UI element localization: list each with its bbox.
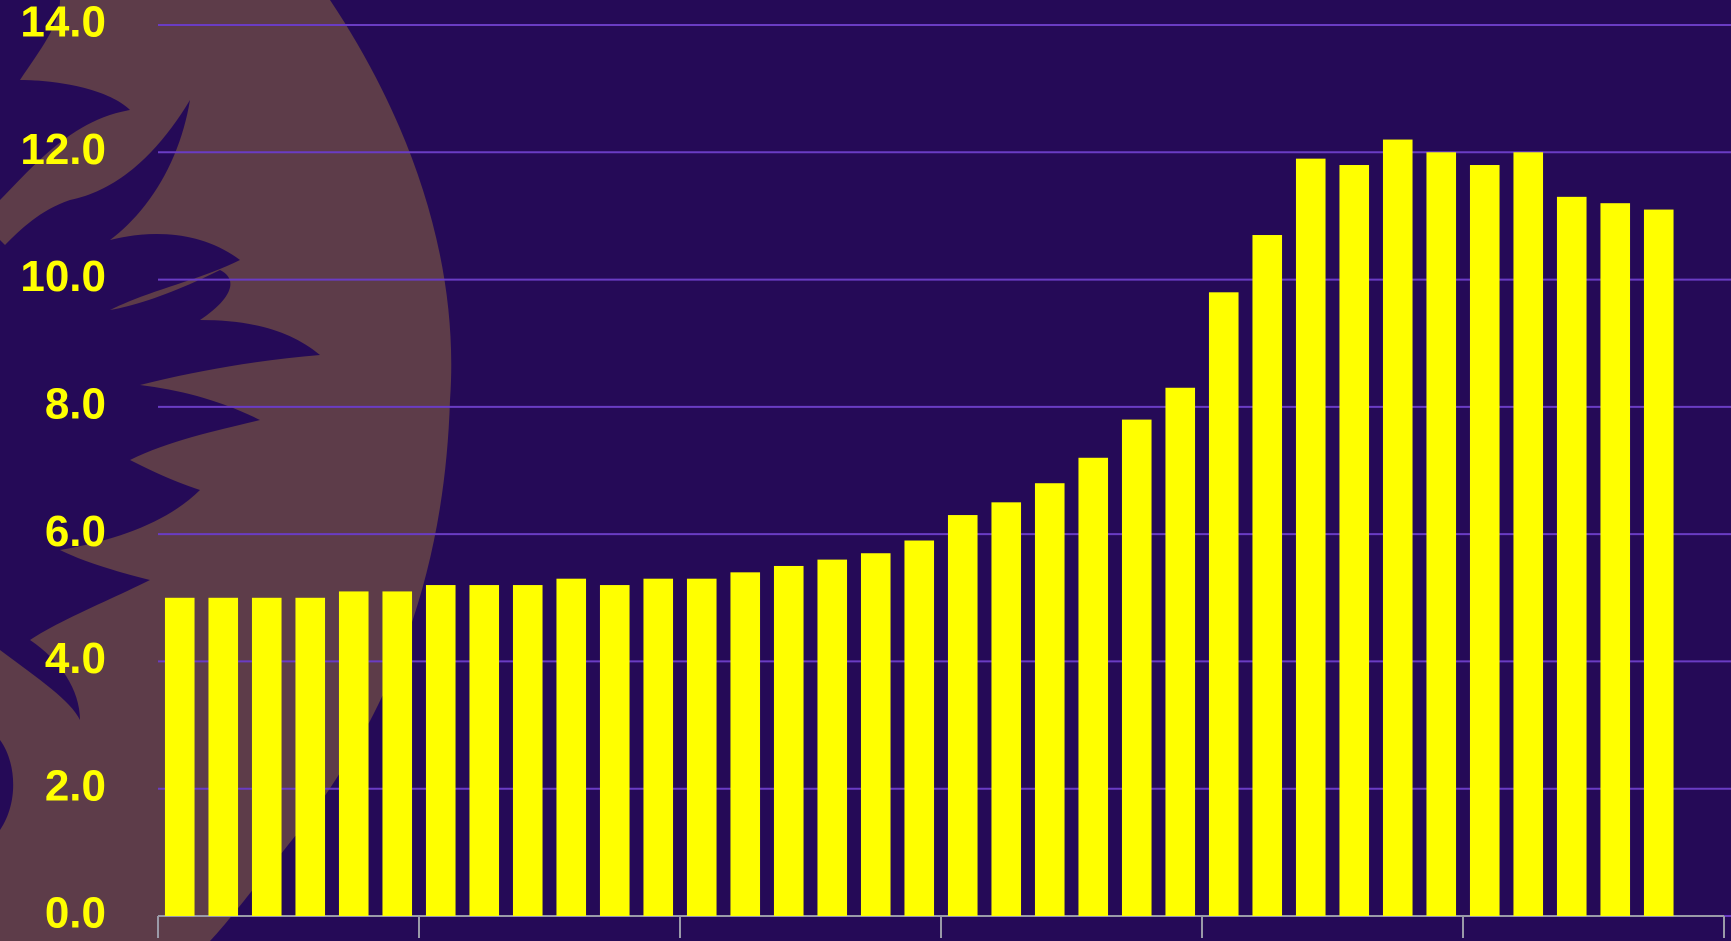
bar <box>686 578 717 916</box>
bar <box>1426 152 1457 917</box>
bar <box>1034 483 1065 916</box>
bar <box>556 578 587 916</box>
bar <box>251 597 282 916</box>
bar <box>1339 165 1370 916</box>
bar <box>1165 387 1196 916</box>
y-tick-label: 2.0 <box>45 761 106 810</box>
y-tick-label: 10.0 <box>20 252 106 301</box>
bar <box>1556 196 1587 917</box>
y-tick-label: 8.0 <box>45 379 106 428</box>
y-tick-label: 12.0 <box>20 125 106 174</box>
y-tick-label: 14.0 <box>20 0 106 47</box>
bar <box>512 585 543 916</box>
bar <box>1295 158 1326 916</box>
bar <box>1469 165 1500 916</box>
bar <box>1643 209 1674 917</box>
bar <box>338 591 369 916</box>
bar <box>208 597 239 916</box>
bar <box>1513 152 1544 917</box>
bar <box>1382 139 1413 917</box>
y-tick-label: 4.0 <box>45 634 106 683</box>
bar <box>773 565 804 916</box>
bar <box>1078 457 1109 916</box>
bar <box>817 559 848 916</box>
bar <box>904 540 935 916</box>
bar <box>1208 292 1239 916</box>
bar <box>1121 419 1152 916</box>
bar <box>425 585 456 916</box>
background-leaf <box>0 0 452 941</box>
bar <box>382 591 413 916</box>
bar <box>469 585 500 916</box>
bar <box>860 553 891 916</box>
bar <box>730 572 761 916</box>
bar <box>164 597 195 916</box>
bar <box>295 597 326 916</box>
bar <box>599 585 630 916</box>
y-tick-label: 0.0 <box>45 889 106 938</box>
y-tick-label: 6.0 <box>45 507 106 556</box>
bar <box>947 515 978 916</box>
bar <box>1600 203 1631 916</box>
bar <box>643 578 674 916</box>
bar <box>1252 235 1283 916</box>
bar <box>991 502 1022 916</box>
